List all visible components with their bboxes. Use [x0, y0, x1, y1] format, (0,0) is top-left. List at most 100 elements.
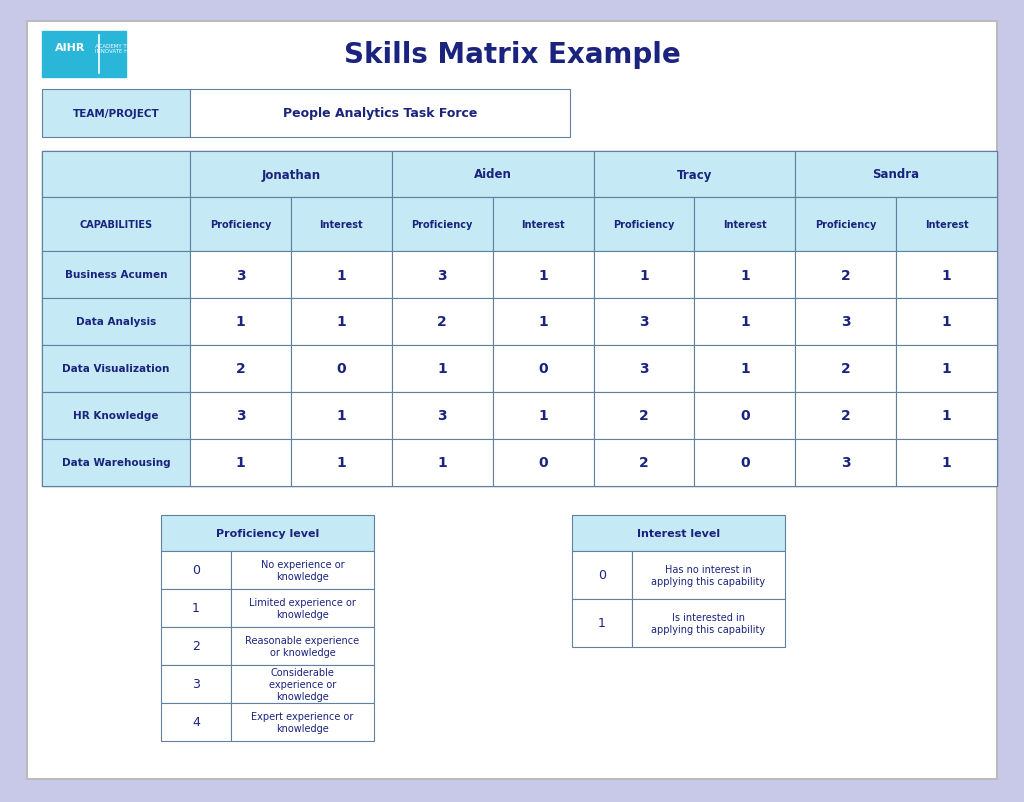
Text: Interest: Interest [521, 220, 565, 229]
Text: 3: 3 [841, 456, 851, 470]
Text: 1: 1 [193, 602, 200, 615]
Bar [231, 627, 374, 665]
Bar [231, 551, 374, 589]
Bar [392, 152, 594, 198]
Text: Considerable
experience or
knowledge: Considerable experience or knowledge [269, 667, 336, 701]
Bar [291, 298, 392, 346]
Bar [796, 152, 997, 198]
Text: Skills Matrix Example: Skills Matrix Example [344, 41, 680, 69]
Bar [190, 392, 291, 439]
Bar [42, 90, 190, 138]
Text: Proficiency: Proficiency [815, 220, 877, 229]
Text: 3: 3 [236, 409, 246, 423]
Text: 3: 3 [841, 315, 851, 329]
Bar [896, 439, 997, 486]
Bar [42, 252, 190, 298]
Text: 1: 1 [740, 268, 750, 282]
Text: AIHR: AIHR [55, 43, 85, 53]
Bar [493, 392, 594, 439]
Text: 1: 1 [337, 315, 346, 329]
Text: Proficiency level: Proficiency level [216, 529, 319, 538]
Bar [161, 703, 231, 741]
Bar [190, 152, 392, 198]
Text: 0: 0 [740, 409, 750, 423]
Text: Jonathan: Jonathan [261, 168, 321, 181]
Bar [42, 346, 190, 392]
Text: Proficiency: Proficiency [613, 220, 675, 229]
Text: Proficiency: Proficiency [210, 220, 271, 229]
Bar [392, 346, 493, 392]
Text: 1: 1 [337, 456, 346, 470]
Text: 1: 1 [539, 315, 548, 329]
Text: 1: 1 [539, 268, 548, 282]
Bar [42, 152, 190, 198]
Bar [694, 392, 796, 439]
Bar [896, 252, 997, 298]
Bar [796, 392, 896, 439]
Bar [493, 439, 594, 486]
Text: 1: 1 [598, 617, 606, 630]
Text: 2: 2 [236, 362, 246, 376]
Text: Interest: Interest [925, 220, 969, 229]
Bar [896, 298, 997, 346]
Text: 1: 1 [942, 362, 951, 376]
Bar [632, 551, 785, 599]
Text: 3: 3 [639, 315, 649, 329]
Bar [291, 439, 392, 486]
Text: Proficiency: Proficiency [412, 220, 473, 229]
Text: Interest: Interest [319, 220, 364, 229]
Bar [291, 252, 392, 298]
Bar [796, 346, 896, 392]
Bar [291, 392, 392, 439]
Text: 2: 2 [639, 409, 649, 423]
Bar [190, 298, 291, 346]
Text: Tracy: Tracy [677, 168, 712, 181]
Text: 1: 1 [437, 456, 447, 470]
Bar [594, 152, 796, 198]
Bar [694, 198, 796, 252]
Bar [632, 599, 785, 647]
Bar [493, 346, 594, 392]
Text: 0: 0 [740, 456, 750, 470]
Bar [190, 439, 291, 486]
Bar [694, 298, 796, 346]
Text: 2: 2 [437, 315, 447, 329]
Text: Reasonable experience
or knowledge: Reasonable experience or knowledge [246, 635, 359, 657]
Text: TEAM/PROJECT: TEAM/PROJECT [73, 109, 160, 119]
Bar [594, 252, 694, 298]
Text: 1: 1 [942, 456, 951, 470]
Bar [796, 439, 896, 486]
Bar [493, 252, 594, 298]
Bar [231, 665, 374, 703]
Text: ACADEMY TO
INNOVATE HR: ACADEMY TO INNOVATE HR [94, 43, 131, 55]
Bar [594, 392, 694, 439]
Text: 0: 0 [337, 362, 346, 376]
Text: 2: 2 [841, 268, 851, 282]
Bar [231, 703, 374, 741]
Text: 1: 1 [740, 315, 750, 329]
Text: Is interested in
applying this capability: Is interested in applying this capabilit… [651, 613, 766, 634]
Text: 1: 1 [337, 409, 346, 423]
Text: 0: 0 [193, 564, 200, 577]
Text: People Analytics Task Force: People Analytics Task Force [283, 107, 477, 120]
Bar [896, 392, 997, 439]
Text: Data Warehousing: Data Warehousing [61, 458, 170, 468]
Text: 1: 1 [437, 362, 447, 376]
Bar [896, 198, 997, 252]
Bar [161, 551, 231, 589]
Bar [392, 392, 493, 439]
Bar [796, 298, 896, 346]
Text: 1: 1 [337, 268, 346, 282]
Text: Business Acumen: Business Acumen [65, 270, 167, 280]
Bar [291, 346, 392, 392]
Text: 1: 1 [942, 409, 951, 423]
Text: Limited experience or
knowledge: Limited experience or knowledge [249, 597, 356, 619]
Bar [796, 252, 896, 298]
Bar [594, 198, 694, 252]
Bar [161, 627, 231, 665]
Text: 3: 3 [639, 362, 649, 376]
Text: 0: 0 [598, 569, 606, 581]
Text: 1: 1 [236, 315, 246, 329]
Bar [42, 152, 997, 486]
Text: 3: 3 [236, 268, 246, 282]
